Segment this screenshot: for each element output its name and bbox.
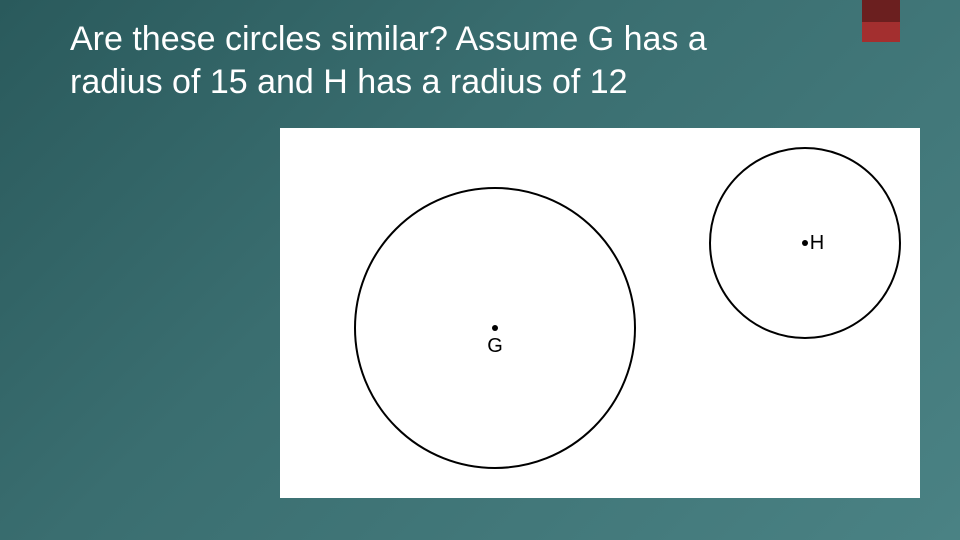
figure-background <box>280 128 920 498</box>
center-dot-g <box>492 325 498 331</box>
accent-red <box>862 22 900 42</box>
slide: Are these circles similar? Assume G has … <box>0 0 960 540</box>
center-dot-h <box>802 240 808 246</box>
circle-label-h: H <box>810 232 824 254</box>
circles-figure: GH <box>280 128 920 498</box>
circle-label-g: G <box>487 335 503 357</box>
accent-dark <box>862 0 900 22</box>
figure-svg: GH <box>280 128 920 498</box>
slide-title: Are these circles similar? Assume G has … <box>70 18 770 103</box>
accent-bar <box>862 0 900 42</box>
